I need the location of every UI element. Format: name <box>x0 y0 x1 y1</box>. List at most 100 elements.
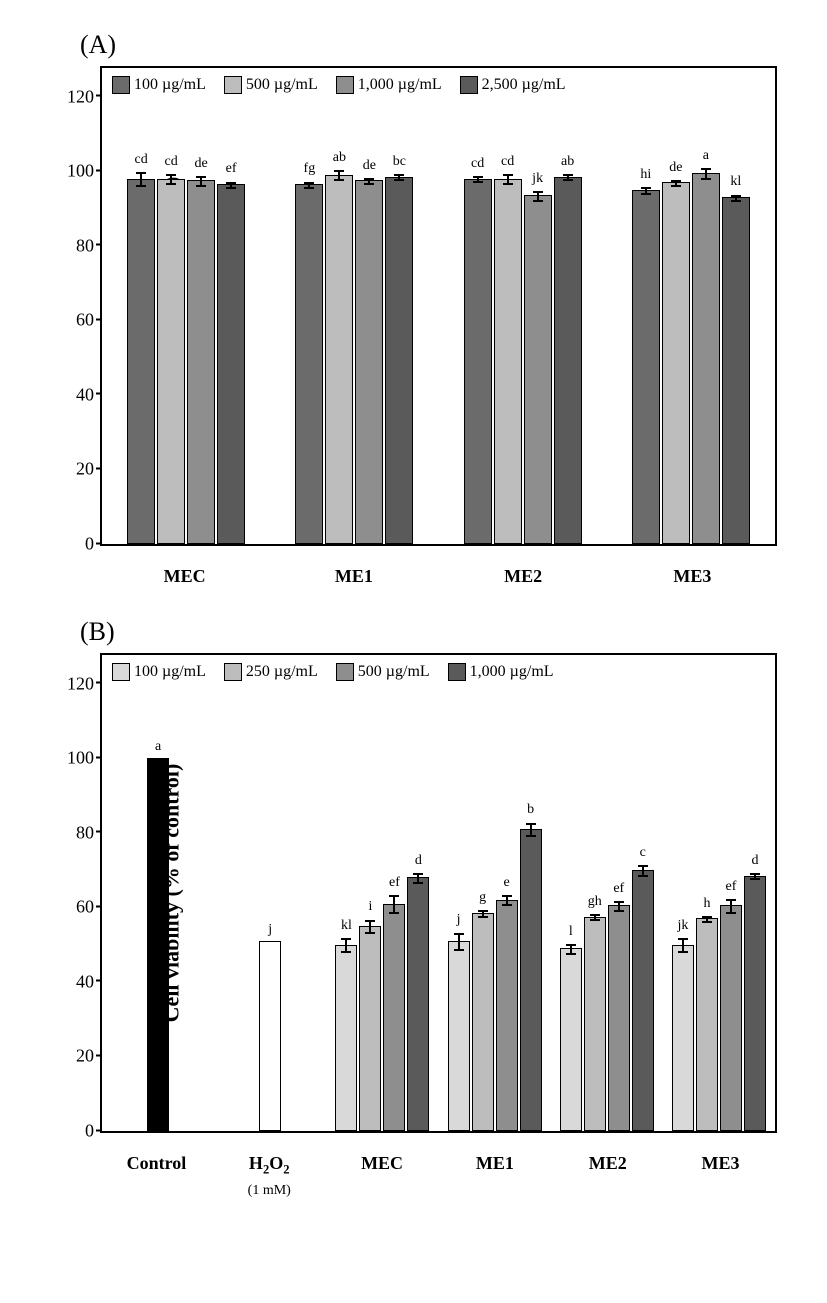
bar: c <box>632 870 654 1131</box>
bar-group: j <box>214 655 326 1131</box>
error-bar <box>594 914 596 921</box>
bar-group: jkhefd <box>663 655 775 1131</box>
ytick: 120 <box>58 673 94 694</box>
ytick: 80 <box>58 822 94 843</box>
bar: ef <box>608 905 630 1131</box>
error-bar <box>308 182 310 189</box>
bar: hi <box>632 190 660 544</box>
error-bar <box>735 195 737 202</box>
significance-label: ab <box>333 150 346 166</box>
significance-label: de <box>669 160 682 176</box>
bar: ab <box>554 177 582 544</box>
significance-label: l <box>569 924 573 940</box>
error-bar <box>567 174 569 181</box>
error-bar <box>618 901 620 912</box>
error-bar <box>645 187 647 194</box>
significance-label: hi <box>640 167 651 183</box>
significance-label: fg <box>304 161 316 177</box>
x-category-label: ME1 <box>438 1153 551 1199</box>
significance-label: a <box>703 148 709 164</box>
bar: h <box>696 918 718 1131</box>
panel-a-chart: Cell viability (% of control) 0204060801… <box>100 66 777 546</box>
significance-label: bc <box>393 154 406 170</box>
bar: gh <box>584 917 606 1131</box>
bar: a <box>147 758 169 1131</box>
bar-group: cdcdjkab <box>439 68 607 544</box>
bar: ef <box>383 904 405 1131</box>
bar-group: jgeb <box>439 655 551 1131</box>
significance-label: ef <box>226 161 237 177</box>
group-wrap: ajkliefdjgeblghefcjkhefd <box>102 655 775 1131</box>
error-bar <box>530 823 532 838</box>
significance-label: b <box>527 802 534 818</box>
bar: de <box>187 180 215 544</box>
error-bar <box>393 895 395 913</box>
x-category-label: MEC <box>326 1153 439 1199</box>
ytick: 20 <box>58 459 94 480</box>
error-bar <box>477 176 479 183</box>
significance-label: cd <box>165 154 178 170</box>
bar: cd <box>157 179 185 544</box>
error-bar <box>675 180 677 187</box>
ytick: 40 <box>58 971 94 992</box>
x-category-label: ME3 <box>664 1153 777 1199</box>
error-bar <box>368 178 370 185</box>
error-bar <box>730 899 732 914</box>
significance-label: cd <box>135 152 148 168</box>
bar: g <box>472 913 494 1131</box>
bar: jk <box>672 945 694 1131</box>
bar: kl <box>722 197 750 544</box>
significance-label: de <box>363 158 376 174</box>
bar: ef <box>720 905 742 1131</box>
panel-b-label: (B) <box>80 617 807 647</box>
panel-b-chart: Cell viability (% of control) 0204060801… <box>100 653 777 1133</box>
error-bar <box>482 910 484 917</box>
significance-label: ab <box>561 154 574 170</box>
bar: jk <box>524 195 552 544</box>
bar-group: hideakl <box>607 68 775 544</box>
error-bar <box>345 938 347 953</box>
significance-label: g <box>479 890 486 906</box>
ytick: 100 <box>58 748 94 769</box>
significance-label: gh <box>588 894 602 910</box>
error-bar <box>570 944 572 955</box>
bar-group: a <box>102 655 214 1131</box>
error-bar <box>417 873 419 884</box>
bar: cd <box>464 179 492 544</box>
ytick: 100 <box>58 161 94 182</box>
bar: d <box>407 877 429 1131</box>
x-category-label: H2O2(1 mM) <box>213 1153 326 1199</box>
panel-a-xlabels: MECME1ME2ME3 <box>100 566 777 587</box>
ytick: 120 <box>58 86 94 107</box>
ytick: 60 <box>58 310 94 331</box>
error-bar <box>140 172 142 187</box>
error-bar <box>200 176 202 187</box>
significance-label: e <box>503 875 509 891</box>
error-bar <box>369 920 371 935</box>
ytick: 0 <box>58 1121 94 1142</box>
bar: de <box>355 180 383 544</box>
bar: ef <box>217 184 245 544</box>
significance-label: h <box>703 896 710 912</box>
bar: cd <box>494 179 522 544</box>
significance-label: jk <box>532 171 543 187</box>
x-category-label: ME2 <box>439 566 608 587</box>
error-bar <box>705 168 707 179</box>
error-bar <box>398 174 400 181</box>
error-bar <box>642 865 644 876</box>
error-bar <box>754 873 756 880</box>
error-bar <box>537 191 539 202</box>
significance-label: ef <box>725 879 736 895</box>
x-category-label: Control <box>100 1153 213 1199</box>
error-bar <box>338 170 340 181</box>
bar: d <box>744 876 766 1131</box>
ytick: 0 <box>58 534 94 555</box>
bar: cd <box>127 179 155 544</box>
bar-group: kliefd <box>326 655 438 1131</box>
bar: fg <box>295 184 323 544</box>
bar: de <box>662 182 690 544</box>
bar-group: fgabdebc <box>270 68 438 544</box>
significance-label: jk <box>677 918 688 934</box>
bar: a <box>692 173 720 544</box>
significance-label: cd <box>501 154 514 170</box>
